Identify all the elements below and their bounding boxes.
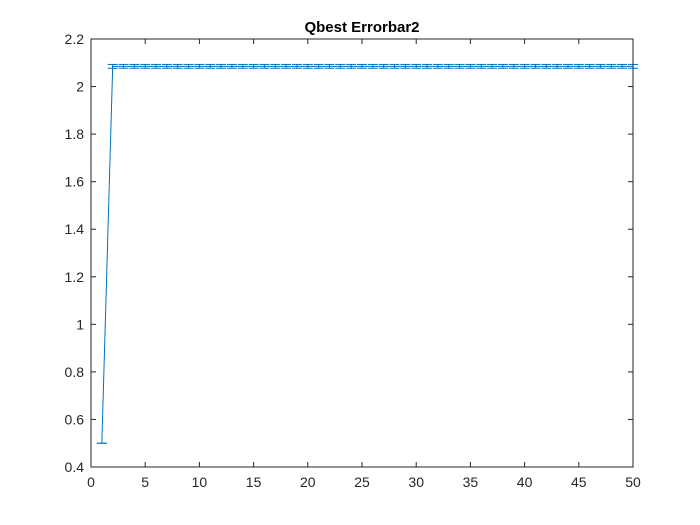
error-bar (346, 63, 357, 69)
x-tick-label: 40 (517, 474, 533, 490)
axes-box (90, 38, 634, 468)
error-bar (573, 63, 584, 69)
x-tick-label: 10 (192, 474, 208, 490)
error-bar (129, 63, 140, 69)
y-tick-label: 0.8 (65, 364, 85, 380)
error-bar (422, 63, 433, 69)
x-tick-label: 35 (463, 474, 479, 490)
error-bar (606, 63, 617, 69)
y-tick-label: 1.6 (65, 174, 85, 190)
error-bar (237, 63, 248, 69)
error-bar (508, 63, 519, 69)
series-layer (96, 63, 638, 444)
x-tick-label: 25 (354, 474, 370, 490)
error-bar (313, 63, 324, 69)
error-bar (172, 63, 183, 69)
error-bar (465, 63, 476, 69)
x-tick-label: 30 (408, 474, 424, 490)
error-bar (140, 63, 151, 69)
x-tick-label: 0 (87, 474, 95, 490)
error-bar (302, 63, 313, 69)
error-bar (248, 63, 259, 69)
error-bar (443, 63, 454, 69)
error-bar (194, 63, 205, 69)
error-bar (270, 63, 281, 69)
error-bar (595, 63, 606, 69)
error-bar (497, 63, 508, 69)
y-tick-label: 0.4 (65, 459, 85, 475)
error-bar (324, 63, 335, 69)
error-bar (107, 63, 118, 69)
error-bar (161, 63, 172, 69)
x-tick-label: 5 (141, 474, 149, 490)
error-bar (183, 63, 194, 69)
y-tick-label: 1.2 (65, 269, 85, 285)
error-bar (519, 63, 530, 69)
error-bar (411, 63, 422, 69)
error-bar (400, 63, 411, 69)
y-tick-label: 1.8 (65, 126, 85, 142)
error-bar (291, 63, 302, 69)
error-bar (205, 63, 216, 69)
chart-title: Qbest Errorbar2 (304, 19, 419, 36)
error-bar (487, 63, 498, 69)
error-bar (562, 63, 573, 69)
error-bar (281, 63, 292, 69)
error-bar (454, 63, 465, 69)
error-bar (552, 63, 563, 69)
error-bar (335, 63, 346, 69)
y-tick-label: 2 (76, 79, 84, 95)
x-tick-label: 50 (625, 474, 641, 490)
label-layer: 0 5 10 15 20 25 30 35 40 45 50 0.4 0.6 0.8 1 1.2 1.4 1.6 1… (65, 31, 641, 490)
y-tick-label: 2.2 (65, 31, 85, 47)
plot-area-background (91, 39, 633, 467)
error-bar (118, 63, 129, 69)
error-bar (530, 63, 541, 69)
x-tick-label: 15 (246, 474, 262, 490)
error-bar (226, 63, 237, 69)
y-tick-label: 1 (76, 316, 84, 332)
y-tick-label: 1.4 (65, 221, 85, 237)
error-bar (216, 63, 227, 69)
y-tick-label: 0.6 (65, 411, 85, 427)
error-bar (367, 63, 378, 69)
error-bar (389, 63, 400, 69)
error-bar (357, 63, 367, 69)
error-bar (432, 63, 443, 69)
error-bar (584, 63, 595, 69)
x-tick-label: 20 (300, 474, 316, 490)
error-bar (151, 63, 162, 69)
error-bar (476, 63, 487, 69)
error-bar (617, 63, 628, 69)
error-bar (541, 63, 552, 69)
error-bar (259, 63, 270, 69)
series-line (101, 65, 633, 444)
error-bar (378, 63, 389, 69)
x-tick-label: 45 (571, 474, 587, 490)
